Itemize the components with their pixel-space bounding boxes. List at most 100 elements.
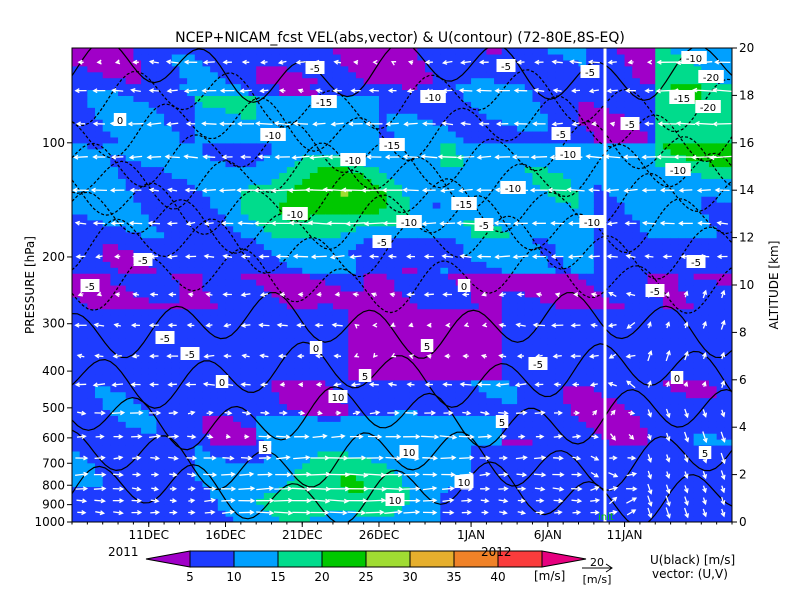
field-cell	[440, 450, 449, 458]
field-cell	[95, 338, 104, 345]
field-cell	[148, 202, 158, 209]
field-cell	[210, 48, 219, 55]
field-cell	[256, 468, 265, 476]
field-cell	[179, 285, 188, 292]
field-cell	[440, 231, 449, 239]
field-cell	[210, 172, 219, 179]
field-cell	[348, 421, 357, 428]
field-cell	[148, 65, 158, 73]
field-cell	[279, 468, 288, 476]
field-cell	[455, 83, 464, 91]
field-cell	[217, 154, 227, 162]
field-cell	[378, 444, 388, 452]
field-cell	[302, 77, 311, 85]
field-cell	[394, 308, 403, 316]
field-cell	[79, 350, 88, 357]
field-cell	[95, 71, 104, 79]
field-cell	[171, 273, 181, 280]
field-cell	[332, 285, 342, 292]
field-cell	[448, 320, 457, 328]
field-cell	[417, 308, 426, 316]
field-cell	[409, 456, 418, 464]
field-cell	[240, 391, 250, 399]
field-cell	[378, 59, 388, 67]
field-cell	[279, 362, 288, 369]
field-cell	[371, 71, 380, 79]
field-cell	[355, 356, 365, 363]
field-cell	[240, 338, 250, 345]
field-cell	[317, 480, 326, 488]
field-cell	[386, 107, 395, 114]
field-cell	[240, 261, 250, 268]
field-cell	[532, 273, 541, 280]
field-cell	[171, 148, 181, 156]
field-cell	[302, 516, 311, 522]
field-cell	[532, 474, 541, 482]
field-cell	[325, 136, 334, 144]
field-cell	[471, 367, 480, 375]
field-cell	[179, 279, 188, 286]
field-cell	[332, 249, 342, 256]
field-cell	[225, 391, 234, 399]
field-cell	[317, 498, 326, 505]
field-cell	[110, 391, 119, 399]
field-cell	[317, 48, 326, 55]
field-cell	[141, 136, 150, 144]
field-cell	[102, 213, 111, 221]
field-cell	[72, 397, 81, 405]
field-cell	[286, 160, 296, 168]
field-cell	[133, 439, 142, 446]
field-cell	[409, 172, 418, 179]
field-cell	[141, 403, 150, 411]
field-cell	[194, 290, 204, 298]
field-cell	[141, 433, 150, 440]
field-cell	[217, 83, 227, 91]
field-cell	[394, 231, 403, 239]
field-cell	[225, 456, 234, 464]
field-cell	[455, 207, 464, 215]
field-cell	[332, 207, 342, 215]
field-cell	[378, 130, 388, 138]
field-cell	[417, 273, 426, 280]
field-cell	[133, 207, 142, 215]
field-cell	[210, 296, 219, 304]
field-cell	[72, 474, 81, 482]
field-cell	[309, 367, 319, 375]
field-cell	[263, 65, 273, 73]
field-cell	[141, 462, 150, 470]
field-cell	[217, 243, 227, 251]
field-cell	[179, 172, 188, 179]
field-cell	[540, 261, 549, 268]
field-cell	[501, 166, 511, 174]
field-cell	[402, 296, 411, 304]
field-cell	[463, 125, 472, 132]
field-cell	[340, 107, 349, 114]
field-cell	[363, 439, 372, 446]
field-cell	[371, 516, 380, 522]
field-cell	[494, 332, 503, 339]
field-cell	[355, 172, 365, 179]
field-cell	[448, 290, 457, 298]
field-cell	[432, 53, 441, 61]
field-cell	[102, 154, 111, 162]
field-cell	[417, 350, 426, 357]
field-cell	[371, 130, 380, 138]
field-cell	[302, 89, 311, 96]
field-cell	[240, 273, 250, 280]
field-cell	[440, 338, 449, 345]
field-cell	[202, 231, 211, 239]
field-cell	[141, 48, 150, 55]
field-cell	[348, 486, 357, 493]
field-cell	[110, 190, 119, 197]
field-cell	[540, 397, 549, 405]
field-cell	[325, 462, 334, 470]
field-cell	[386, 391, 395, 399]
field-cell	[87, 338, 96, 345]
field-cell	[332, 385, 342, 393]
field-cell	[286, 59, 296, 67]
field-cell	[233, 296, 242, 304]
field-cell	[187, 314, 196, 322]
field-cell	[217, 320, 227, 328]
field-cell	[440, 320, 449, 328]
field-cell	[486, 504, 495, 511]
